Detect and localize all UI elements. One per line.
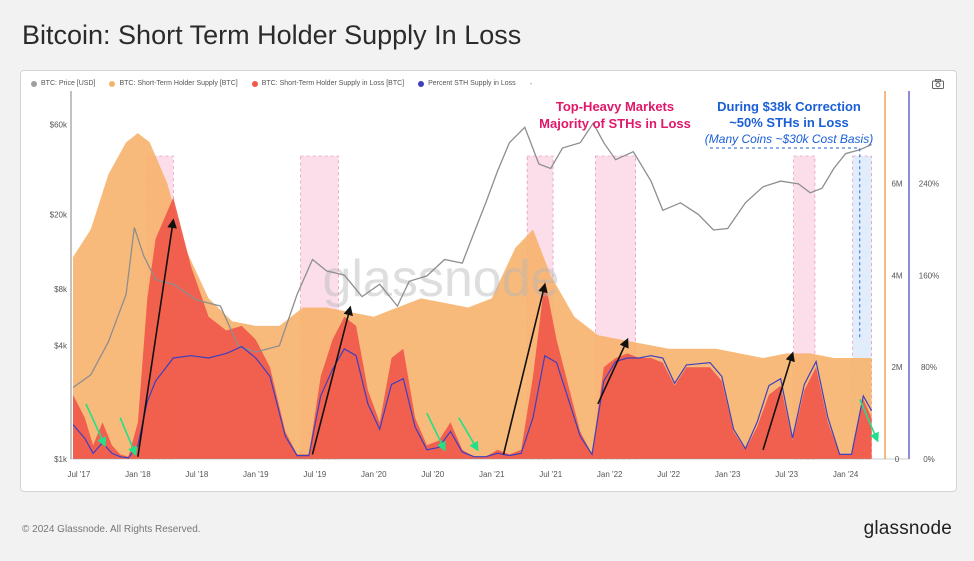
price-tick-label: $20k [50,210,68,219]
watermark-text: glassnode [322,250,559,308]
legend-label-percent-loss: Percent STH Supply in Loss [428,80,516,87]
trend-arrow-2 [311,305,353,455]
x-tick-label: Jan '22 [597,470,623,479]
legend-label-price: BTC: Price [USD] [41,80,96,87]
legend-label-sth-loss: BTC: Short-Term Holder Supply in Loss [B… [261,80,405,87]
x-tick-label: Jul '23 [775,470,798,479]
chart-card: BTC: Price [USD] BTC: Short-Term Holder … [20,70,957,492]
price-tick-label: $60k [50,121,68,130]
legend-dot-price-icon [31,80,37,87]
price-tick-label: $8k [54,285,68,294]
brand-logo: glassnode [863,518,952,539]
percent-tick-label: 160% [919,271,939,280]
x-tick-label: Jan '23 [715,470,741,479]
annotation-topheavy-line1: Top-Heavy Markets [556,99,674,114]
chart-canvas: glassnode $1k $4k $8k $20k $60k 0 2M 4M 6M 0% 80% 1… [50,91,939,479]
legend-item-price[interactable]: BTC: Price [USD] [31,80,95,87]
annotation-correction-line1: During $38k Correction [717,99,861,114]
legend-dot-sth-loss-icon [251,80,258,87]
trend-arrow-5 [762,351,795,451]
chart-legend: BTC: Price [USD] BTC: Short-Term Holder … [31,79,532,88]
legend-dot-sth-supply-icon [109,80,116,87]
trend-arrow-7 [119,417,137,457]
trend-arrow-4 [597,337,629,405]
x-tick-label: Jul '20 [421,470,444,479]
x-tick-label: Jan '21 [479,470,505,479]
supply-tick-label: 4M [891,271,902,280]
camera-icon[interactable] [932,79,944,89]
x-tick-label: Jan '24 [833,470,859,479]
trend-arrow-9 [458,417,479,452]
x-tick-label: Jan '18 [125,470,151,479]
supply-tick-label: 0 [895,455,900,464]
x-tick-label: Jan '19 [243,470,269,479]
percent-tick-label: 0% [923,455,935,464]
legend-label-sth-supply: BTC: Short-Term Holder Supply [BTC] [119,80,238,87]
legend-dot-percent-loss-icon [418,80,425,87]
legend-more-toggle[interactable]: - [529,79,533,88]
x-tick-label: Jul '17 [67,470,90,479]
x-tick-label: Jul '18 [185,470,208,479]
annotation-correction-line2: ~50% STHs in Loss [729,115,849,130]
footer-copyright: © 2024 Glassnode. All Rights Reserved. [22,524,201,535]
trend-arrow-8 [426,412,446,452]
trend-arrow-10 [859,399,879,443]
btc-price-line [72,121,872,389]
legend-item-sth-loss[interactable]: BTC: Short-Term Holder Supply in Loss [B… [251,80,405,87]
supply-tick-label: 6M [891,180,902,189]
legend-item-sth-supply[interactable]: BTC: Short-Term Holder Supply [BTC] [109,80,238,87]
trend-arrow-6 [85,403,107,447]
x-tick-label: Jul '22 [657,470,680,479]
x-tick-label: Jul '19 [303,470,326,479]
legend-item-percent-loss[interactable]: Percent STH Supply in Loss [418,80,516,87]
sth-supply-in-loss-area [73,197,872,459]
x-tick-label: Jan '20 [361,470,387,479]
trend-arrow-1 [137,218,177,457]
percent-tick-label: 240% [919,180,939,189]
price-tick-label: $4k [54,342,68,351]
annotation-topheavy-line2: Majority of STHs in Loss [539,116,691,131]
correction-callout-line [709,147,861,339]
percent-tick-label: 80% [921,363,937,372]
percent-sth-loss-line [72,345,873,459]
supply-tick-label: 2M [891,363,902,372]
trend-arrow-3 [502,282,548,455]
x-tick-label: Jul '21 [539,470,562,479]
page-title: Bitcoin: Short Term Holder Supply In Los… [22,20,522,50]
price-tick-label: $1k [54,455,68,464]
annotation-correction-line3: (Many Coins ~$30k Cost Basis) [705,132,873,146]
